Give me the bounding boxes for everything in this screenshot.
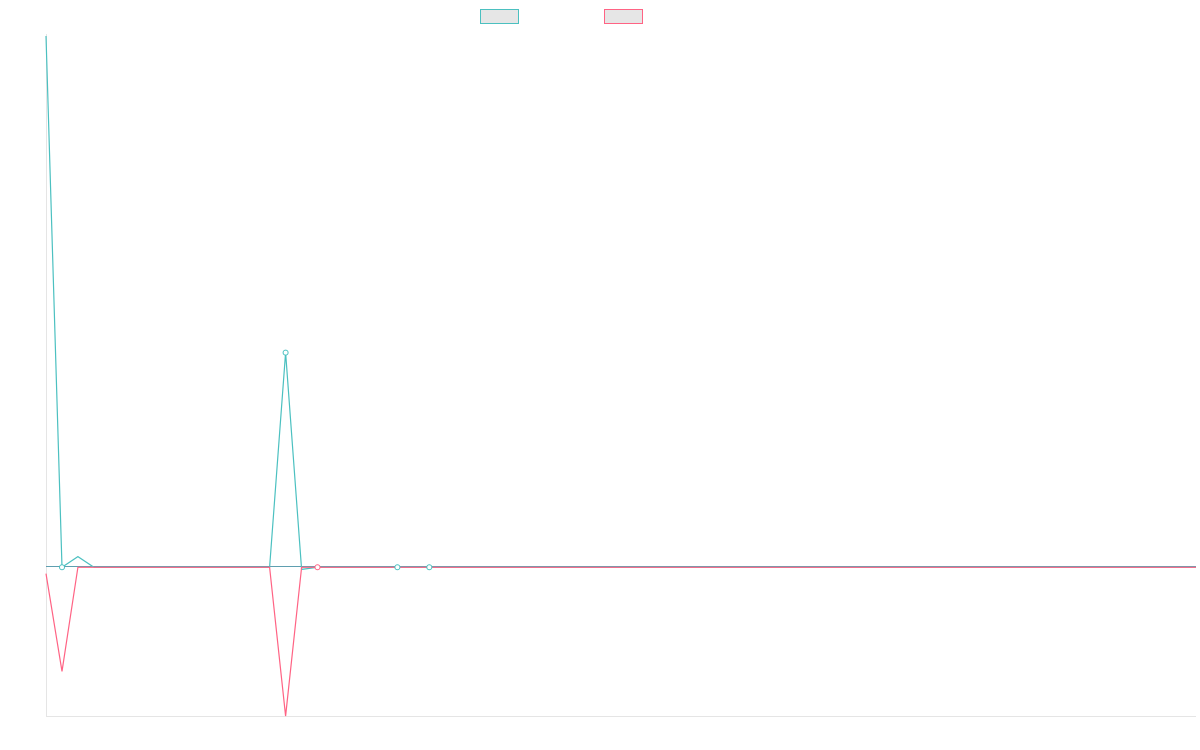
series-line-1 <box>45 35 1196 571</box>
data-point-4[interactable] <box>314 564 321 571</box>
data-point-2[interactable] <box>282 349 289 356</box>
series-layer <box>45 35 1196 717</box>
data-point-5[interactable] <box>426 564 433 571</box>
series-line-2 <box>45 566 1196 717</box>
legend-swatch-1[interactable] <box>480 9 519 24</box>
legend-swatch-2[interactable] <box>604 9 643 24</box>
legend <box>0 9 1200 27</box>
data-point-1[interactable] <box>59 564 65 571</box>
data-point-3[interactable] <box>394 564 401 571</box>
